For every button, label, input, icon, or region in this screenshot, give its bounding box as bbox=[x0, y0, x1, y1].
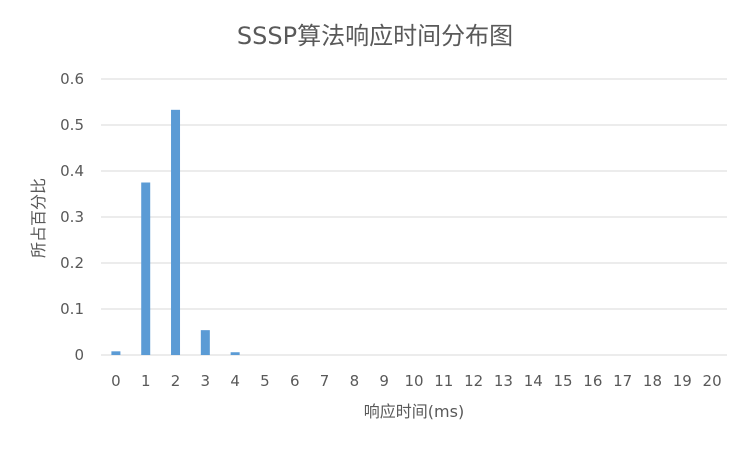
x-tick-label: 4 bbox=[230, 372, 240, 390]
x-tick-label: 17 bbox=[613, 372, 632, 390]
x-tick-label: 12 bbox=[464, 372, 483, 390]
y-tick-label: 0.4 bbox=[60, 162, 84, 180]
bars bbox=[111, 109, 240, 355]
bar-1 bbox=[141, 182, 151, 355]
bar-4 bbox=[230, 352, 240, 355]
gridlines bbox=[101, 78, 727, 356]
x-tick-label: 8 bbox=[350, 372, 360, 390]
x-tick-label: 5 bbox=[260, 372, 270, 390]
x-tick-label: 1 bbox=[141, 372, 151, 390]
x-tick-label: 15 bbox=[554, 372, 573, 390]
x-tick-label: 3 bbox=[201, 372, 211, 390]
x-tick-label: 18 bbox=[643, 372, 662, 390]
y-tick-labels: 0 0.1 0.2 0.3 0.4 0.5 0.6 bbox=[60, 70, 84, 364]
y-tick-label: 0.6 bbox=[60, 70, 84, 88]
bar-2 bbox=[171, 109, 181, 355]
y-tick-label: 0 bbox=[74, 346, 84, 364]
bar-3 bbox=[200, 330, 210, 355]
x-tick-label: 10 bbox=[404, 372, 423, 390]
x-axis-title: 响应时间(ms) bbox=[364, 402, 464, 421]
x-tick-label: 14 bbox=[524, 372, 543, 390]
y-tick-label: 0.3 bbox=[60, 208, 84, 226]
bar-0 bbox=[111, 351, 121, 355]
x-tick-label: 6 bbox=[290, 372, 300, 390]
x-tick-label: 9 bbox=[379, 372, 389, 390]
x-tick-label: 2 bbox=[171, 372, 181, 390]
chart-title: SSSP算法响应时间分布图 bbox=[237, 22, 513, 50]
x-tick-label: 13 bbox=[494, 372, 513, 390]
y-axis-title: 所占百分比 bbox=[29, 178, 48, 258]
x-tick-labels: 0 1 2 3 4 5 6 7 8 9 10 11 12 13 14 15 16 17 18 19 20 bbox=[111, 372, 722, 390]
y-tick-label: 0.2 bbox=[60, 254, 84, 272]
x-tick-label: 7 bbox=[320, 372, 330, 390]
x-tick-label: 16 bbox=[583, 372, 602, 390]
x-tick-label: 19 bbox=[673, 372, 692, 390]
y-tick-label: 0.1 bbox=[60, 300, 84, 318]
y-tick-label: 0.5 bbox=[60, 116, 84, 134]
x-tick-label: 11 bbox=[434, 372, 453, 390]
x-tick-label: 20 bbox=[703, 372, 722, 390]
x-tick-label: 0 bbox=[111, 372, 121, 390]
